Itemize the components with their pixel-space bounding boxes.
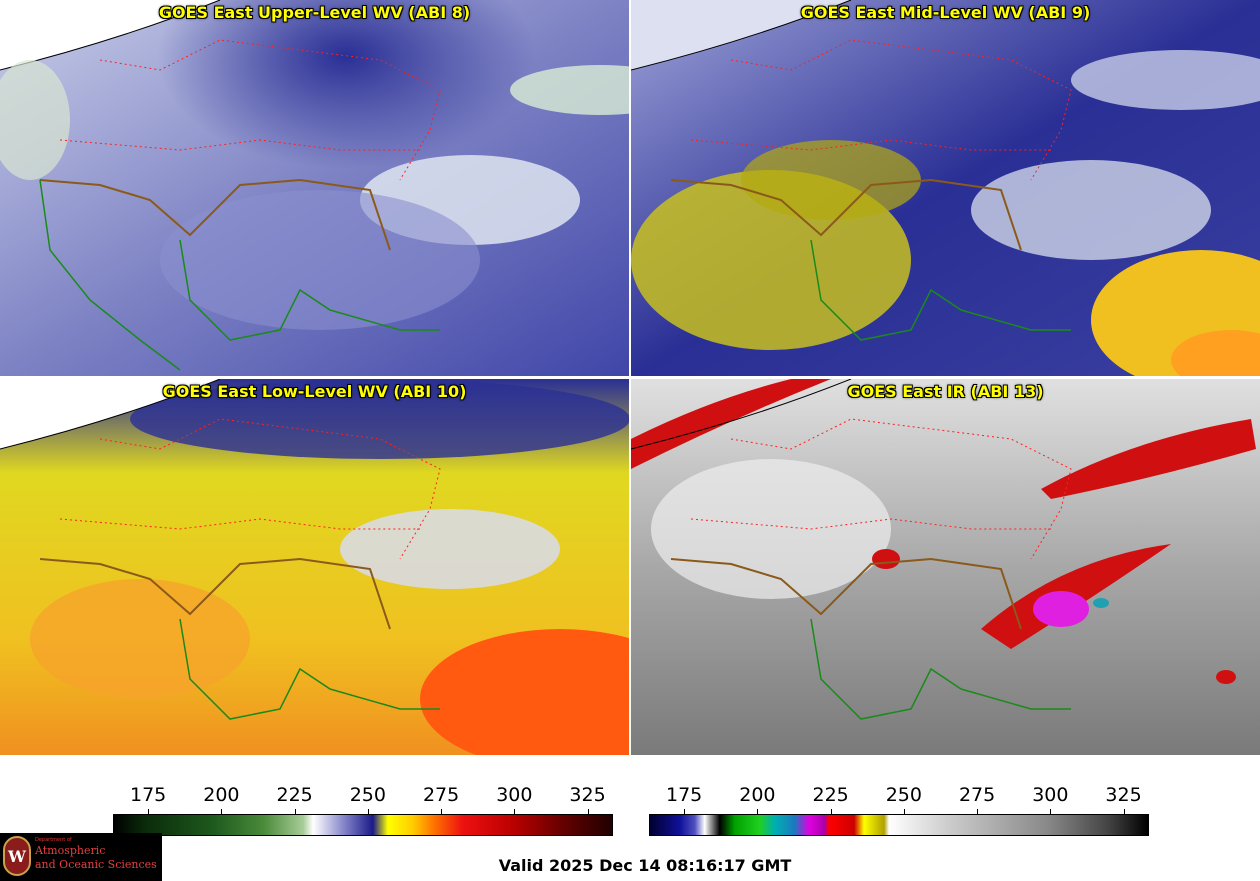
colorbar-tick-label: 300 <box>496 784 533 806</box>
panel-title: GOES East IR (ABI 13) <box>847 382 1044 401</box>
colorbar-tick-mark <box>684 809 686 814</box>
panel-infrared: GOES East IR (ABI 13) <box>631 379 1260 755</box>
colorbar-tick-mark <box>903 809 905 814</box>
colorbar-tick-mark <box>221 809 223 814</box>
panel-title: GOES East Mid-Level WV (ABI 9) <box>800 3 1091 22</box>
colorbar-tick-label: 275 <box>422 784 460 806</box>
colorbar-tick-mark <box>757 809 759 814</box>
colorbar-tick-label: 300 <box>1032 784 1069 806</box>
uw-seal-icon: W <box>3 836 31 876</box>
colorbar-tick-mark <box>1123 809 1125 814</box>
water-vapor-colorbar <box>113 814 613 836</box>
colorbar-tick-mark <box>830 809 832 814</box>
mid-level-wv-image <box>631 0 1260 376</box>
infrared-image <box>631 379 1260 755</box>
colorbar-tick-label: 225 <box>276 784 313 806</box>
colorbar-tick-mark <box>587 809 589 814</box>
colorbar-tick-label: 225 <box>812 784 849 806</box>
colorbar-tick-label: 175 <box>130 784 167 806</box>
panel-low-level-wv: GOES East Low-Level WV (ABI 10) <box>0 379 629 755</box>
colorbar-tick-mark <box>977 809 979 814</box>
panel-title: GOES East Upper-Level WV (ABI 8) <box>158 3 471 22</box>
colorbar-tick-mark <box>148 809 150 814</box>
colorbar-tick-label: 200 <box>203 784 240 806</box>
logo-line-1: Atmospheric <box>35 844 106 857</box>
colorbar-tick-mark <box>514 809 516 814</box>
panel-upper-level-wv: GOES East Upper-Level WV (ABI 8) <box>0 0 629 376</box>
colorbar-tick-label: 325 <box>1105 784 1142 806</box>
low-level-wv-image <box>0 379 629 755</box>
colorbar-tick-mark <box>367 809 369 814</box>
colorbar-tick-label: 250 <box>885 784 922 806</box>
colorbar-tick-label: 175 <box>666 784 703 806</box>
colorbar-tick-mark <box>294 809 296 814</box>
colorbar-tick-label: 250 <box>349 784 386 806</box>
valid-time: Valid 2025 Dec 14 08:16:17 GMT <box>498 856 792 875</box>
colorbar-tick-label: 200 <box>739 784 776 806</box>
colorbar-tick-label: 325 <box>569 784 606 806</box>
logo-dept-line: Department of <box>35 837 72 843</box>
logo-line-2: and Oceanic Sciences <box>35 858 157 871</box>
upper-level-wv-image <box>0 0 629 376</box>
colorbar-tick-mark <box>1050 809 1052 814</box>
infrared-colorbar <box>649 814 1149 836</box>
colorbar-tick-mark <box>441 809 443 814</box>
aos-logo: W Department of Atmospheric and Oceanic … <box>0 833 162 881</box>
panel-title: GOES East Low-Level WV (ABI 10) <box>162 382 467 401</box>
colorbar-tick-label: 275 <box>958 784 996 806</box>
panel-mid-level-wv: GOES East Mid-Level WV (ABI 9) <box>631 0 1260 376</box>
